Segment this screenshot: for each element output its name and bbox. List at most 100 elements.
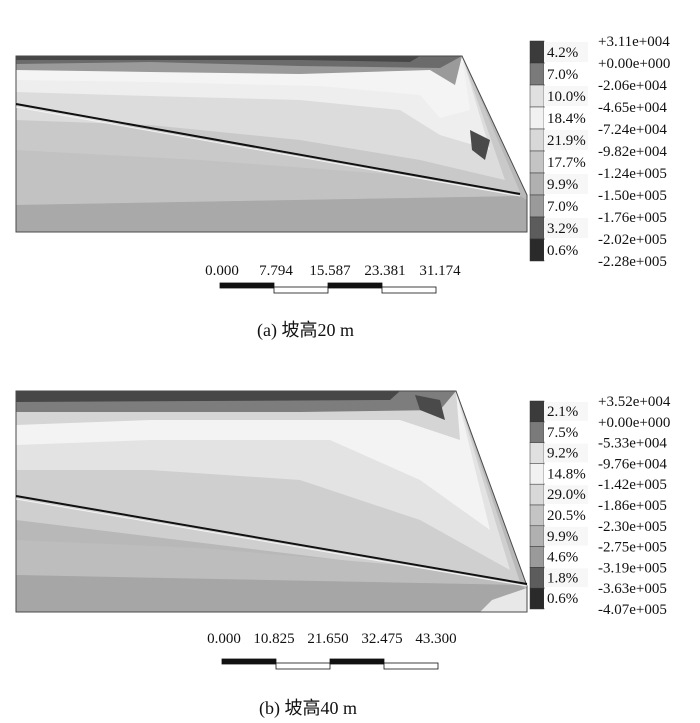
legend-percent-bg bbox=[544, 108, 588, 128]
legend-value: -4.07e+005 bbox=[598, 602, 667, 618]
slip-surface-line bbox=[15, 106, 521, 197]
legend-percent-bg bbox=[544, 64, 588, 84]
slip-surface-line bbox=[15, 103, 521, 195]
legend-value: -2.30e+005 bbox=[598, 519, 667, 535]
caption-a: (a) 坡高20 m bbox=[257, 320, 354, 340]
contour-figure-a: 4.2% 7.0% 10.0% 18.4% 21.9% 17.7% 9.9% 7.0% 3.2%… bbox=[15, 34, 670, 294]
legend-swatch bbox=[529, 400, 545, 423]
legend-percent: 18.4% bbox=[547, 111, 586, 127]
legend-value: -1.86e+005 bbox=[598, 498, 667, 514]
legend-value: -3.63e+005 bbox=[598, 581, 667, 597]
scale-segment bbox=[327, 282, 383, 289]
legend-value: -1.76e+005 bbox=[598, 210, 667, 226]
legend-percent: 7.5% bbox=[547, 425, 578, 441]
legend-percent-bg bbox=[544, 485, 588, 504]
legend-percent-bg bbox=[544, 218, 588, 238]
legend-swatch bbox=[529, 587, 545, 610]
legend-swatch bbox=[529, 421, 545, 443]
legend-percent: 20.5% bbox=[547, 508, 586, 524]
contour-band bbox=[16, 391, 400, 402]
contour-band bbox=[16, 391, 490, 530]
scale-segment bbox=[273, 286, 329, 294]
panel-b: 2.1% 7.5% 9.2% 14.8% 29.0% 20.5% 9.9% 4.6% 1.8% 0… bbox=[15, 390, 671, 718]
legend-swatch bbox=[529, 442, 545, 464]
legend-swatch bbox=[529, 567, 545, 589]
legend-value: -9.76e+004 bbox=[598, 456, 667, 472]
legend-percent-bg bbox=[544, 240, 588, 260]
legend-value: -2.75e+005 bbox=[598, 540, 667, 556]
legend-percent-bg bbox=[544, 152, 588, 172]
legend-value: -4.65e+004 bbox=[598, 100, 667, 116]
legend-value: +3.11e+004 bbox=[598, 34, 670, 50]
scale-bar-b: 0.000 10.825 21.650 32.475 43.300 bbox=[207, 631, 457, 670]
legend-value: -5.33e+004 bbox=[598, 436, 667, 452]
scale-segment bbox=[221, 658, 277, 665]
scale-segment bbox=[383, 662, 439, 670]
legend-percent-bg bbox=[544, 174, 588, 194]
legend-percent-bg bbox=[544, 130, 588, 150]
panel-a: 4.2% 7.0% 10.0% 18.4% 21.9% 17.7% 9.9% 7.0% 3.2%… bbox=[0, 0, 700, 350]
legend-percent: 0.6% bbox=[547, 243, 578, 259]
legend-value: -9.82e+004 bbox=[598, 144, 667, 160]
scale-tick-label: 0.000 bbox=[207, 631, 241, 647]
legend-percent-bg bbox=[544, 42, 588, 62]
legend-percent-bg bbox=[544, 464, 588, 484]
legend-value: -7.24e+004 bbox=[598, 122, 667, 138]
legend-percent-bg bbox=[544, 589, 588, 608]
contour-band bbox=[470, 130, 490, 160]
legend-percent: 29.0% bbox=[547, 487, 586, 503]
legend-value: -2.02e+005 bbox=[598, 232, 667, 248]
legend-swatch bbox=[529, 546, 545, 568]
scale-tick-label: 32.475 bbox=[361, 631, 402, 647]
slip-surface-line bbox=[15, 495, 528, 585]
legend-percent-bg bbox=[544, 443, 588, 463]
contour-band bbox=[16, 150, 520, 205]
legend-percent: 1.8% bbox=[547, 570, 578, 586]
legend-percent: 10.0% bbox=[547, 89, 586, 105]
contour-band bbox=[415, 395, 445, 420]
legend-swatch bbox=[529, 463, 545, 485]
legend-value: +0.00e+000 bbox=[598, 415, 670, 431]
legend-b: 2.1% 7.5% 9.2% 14.8% 29.0% 20.5% 9.9% 4.6% 1.8% 0… bbox=[529, 394, 671, 618]
contour-band bbox=[480, 588, 527, 612]
legend-percent: 7.0% bbox=[547, 67, 578, 83]
caption-b: (b) 坡高40 m bbox=[259, 698, 357, 718]
scale-tick-label: 23.381 bbox=[364, 263, 405, 279]
legend-percent: 17.7% bbox=[547, 155, 586, 171]
scale-segment bbox=[381, 286, 437, 294]
legend-percent: 4.6% bbox=[547, 550, 578, 566]
legend-percent: 14.8% bbox=[547, 466, 586, 482]
legend-percent-bg bbox=[544, 547, 588, 567]
legend-percent-bg bbox=[544, 506, 588, 525]
legend-value: -3.19e+005 bbox=[598, 560, 667, 576]
contour-band bbox=[15, 390, 528, 613]
legend-value: +3.52e+004 bbox=[598, 394, 671, 410]
legend-a: 4.2% 7.0% 10.0% 18.4% 21.9% 17.7% 9.9% 7.0% 3.2%… bbox=[529, 34, 670, 270]
contour-band bbox=[16, 575, 527, 612]
legend-value: -2.06e+004 bbox=[598, 78, 667, 94]
legend-percent-bg bbox=[544, 196, 588, 216]
legend-value: -1.50e+005 bbox=[598, 188, 667, 204]
legend-percent-bg bbox=[544, 568, 588, 588]
scale-tick-label: 21.650 bbox=[307, 631, 348, 647]
scale-tick-label: 10.825 bbox=[253, 631, 294, 647]
legend-percent-bg bbox=[544, 526, 588, 546]
legend-percent: 9.9% bbox=[547, 177, 578, 193]
legend-percent: 2.1% bbox=[547, 404, 578, 420]
legend-percent: 4.2% bbox=[547, 45, 578, 61]
scale-tick-label: 7.794 bbox=[259, 263, 293, 279]
legend-value: -1.24e+005 bbox=[598, 166, 667, 182]
slope-model-b bbox=[15, 390, 528, 613]
legend-percent-bg bbox=[544, 86, 588, 106]
legend-percent-bg bbox=[544, 402, 588, 421]
scale-bar-a: 0.000 7.794 15.587 23.381 31.174 bbox=[205, 263, 461, 294]
legend-value: -2.28e+005 bbox=[598, 254, 667, 270]
contour-band bbox=[16, 540, 520, 585]
legend-percent-bg bbox=[544, 422, 588, 442]
legend-percent: 0.6% bbox=[547, 591, 578, 607]
legend-value: +0.00e+000 bbox=[598, 56, 670, 72]
slope-model-a bbox=[15, 55, 528, 233]
legend-swatch bbox=[529, 483, 545, 506]
scale-segment bbox=[275, 662, 331, 670]
contour-band bbox=[15, 55, 528, 233]
